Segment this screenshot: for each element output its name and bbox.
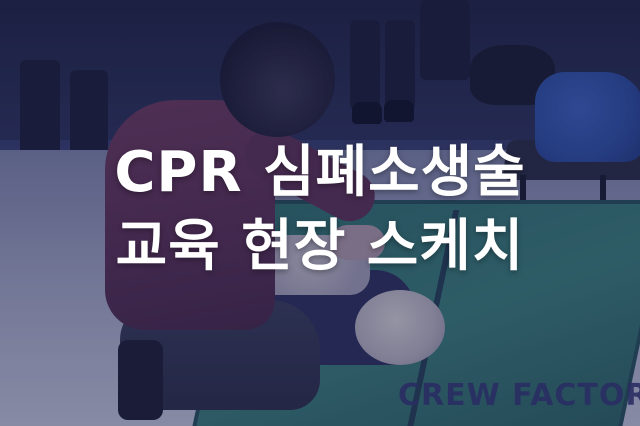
headline-line-2: 교육 현장 스케치: [115, 214, 525, 279]
trainee-hand: [330, 225, 385, 260]
headline-line-1: CPR 심폐소생술: [114, 140, 526, 205]
watermark-logo: CREW FACTORY: [398, 378, 640, 413]
bystander-leg: [420, 0, 470, 80]
cpr-manikin-head: [355, 290, 445, 365]
bystander-leg: [350, 20, 380, 110]
bystander-shoe: [352, 102, 382, 124]
trainee-shoe: [118, 340, 163, 420]
trainee-torso: [105, 100, 275, 330]
trainee-head: [220, 22, 335, 137]
bystander-shoe: [384, 100, 414, 122]
bystander-leg: [385, 20, 415, 110]
headline: CPR 심폐소생술 교육 현장 스케치: [0, 136, 640, 284]
blue-bag: [535, 72, 640, 162]
